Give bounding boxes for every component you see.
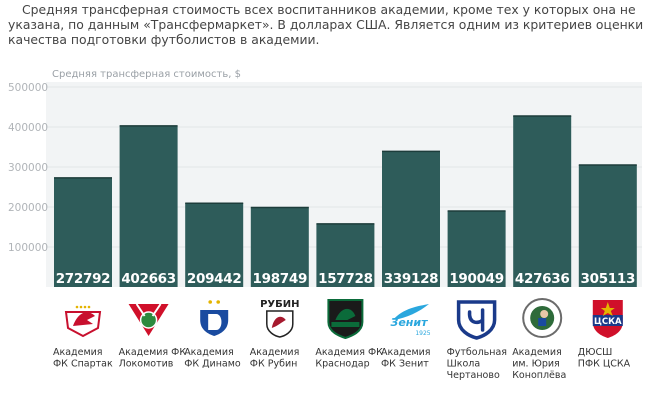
y-tick-label: 400000 bbox=[8, 122, 48, 134]
y-tick-label: 200000 bbox=[8, 202, 48, 214]
category-label: ФК Зенит bbox=[381, 359, 429, 370]
chart-title: Средняя трансферная стоимость, $ bbox=[52, 69, 241, 80]
y-tick-label: 500000 bbox=[8, 82, 48, 94]
category-label: Локомотив bbox=[119, 359, 174, 370]
category-label: ПФК ЦСКА bbox=[578, 359, 631, 370]
value-label: 272792 bbox=[56, 271, 111, 287]
category-label: им. Юрия bbox=[512, 359, 560, 370]
spartak-logo-icon bbox=[64, 305, 102, 338]
bar bbox=[382, 151, 440, 287]
value-label: 305113 bbox=[581, 271, 636, 287]
category-label: Футбольная bbox=[447, 347, 507, 358]
svg-text:РУБИН: РУБИН bbox=[260, 299, 299, 310]
category-label: Краснодар bbox=[315, 359, 369, 370]
value-label: 157728 bbox=[318, 271, 373, 287]
bar bbox=[447, 210, 506, 287]
category-label: Академия bbox=[184, 347, 234, 358]
category-label: Коноплёва bbox=[512, 370, 566, 381]
category-label: Академия ФК bbox=[119, 347, 187, 358]
bars: 272792 402663 209442 198749 157728 339128 1900… bbox=[54, 115, 637, 287]
bar bbox=[513, 115, 572, 287]
cska-logo-icon: ЦСКА bbox=[592, 300, 623, 338]
rubin-logo-icon: РУБИН bbox=[260, 299, 300, 338]
category-label: Академия ФК bbox=[315, 347, 383, 358]
value-label: 402663 bbox=[121, 271, 176, 287]
svg-text:ЦСКА: ЦСКА bbox=[594, 317, 622, 327]
bar bbox=[54, 177, 112, 287]
value-label: 339128 bbox=[384, 271, 439, 287]
category-label: ФК Спартак bbox=[53, 359, 113, 370]
y-tick-label: 300000 bbox=[8, 162, 48, 174]
category-label: ФК Рубин bbox=[250, 359, 298, 370]
chertanovo-logo-icon bbox=[456, 300, 497, 340]
value-label: 198749 bbox=[253, 271, 308, 287]
category-label: ДЮСШ bbox=[578, 347, 612, 358]
intro-text: Средняя трансферная стоимость всех воспи… bbox=[8, 2, 644, 47]
value-label: 209442 bbox=[187, 271, 242, 287]
svg-text:Зенит: Зенит bbox=[391, 316, 429, 329]
value-label: 190049 bbox=[449, 271, 504, 287]
category-label: ФК Динамо bbox=[184, 359, 241, 370]
category-label: Академия bbox=[53, 347, 103, 358]
bar bbox=[119, 125, 178, 287]
y-axis-ticks: 500000 400000 300000 200000 100000 bbox=[8, 82, 48, 254]
value-label: 427636 bbox=[515, 271, 570, 287]
category-label: Школа bbox=[447, 359, 481, 370]
y-tick-label: 100000 bbox=[8, 242, 48, 254]
bar bbox=[316, 223, 375, 287]
svg-text:1925: 1925 bbox=[415, 330, 430, 337]
category-label: Академия bbox=[381, 347, 431, 358]
bar bbox=[578, 164, 637, 287]
lokomotiv-logo-icon bbox=[128, 303, 169, 336]
category-label: Академия bbox=[512, 347, 562, 358]
bar bbox=[250, 207, 309, 287]
konoplev-logo-icon bbox=[522, 298, 563, 338]
krasnodar-logo-icon bbox=[327, 299, 364, 340]
category-label: Академия bbox=[250, 347, 300, 358]
bar bbox=[185, 203, 244, 287]
dinamo-logo-icon bbox=[200, 300, 229, 336]
category-label: Чертаново bbox=[447, 370, 500, 381]
